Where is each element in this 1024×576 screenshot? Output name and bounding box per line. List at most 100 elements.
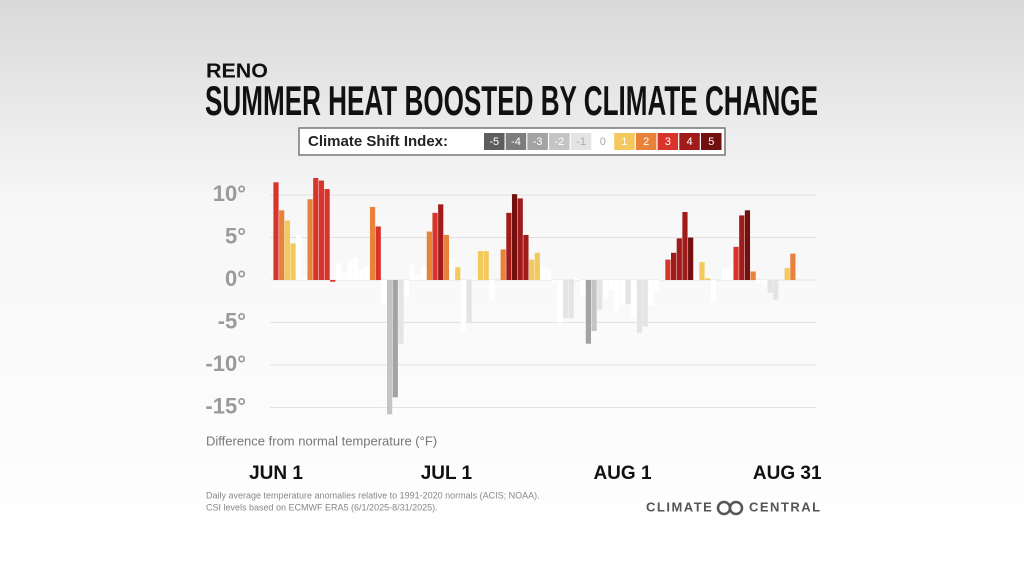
bar bbox=[426, 231, 432, 280]
legend-swatch bbox=[484, 133, 505, 150]
bar bbox=[602, 280, 609, 299]
legend-swatch bbox=[701, 133, 722, 150]
bar bbox=[557, 280, 563, 323]
y-axis-label: Difference from normal temperature (°F) bbox=[206, 433, 437, 448]
bar bbox=[710, 280, 716, 302]
bar bbox=[722, 268, 728, 280]
chart-title: SUMMER HEAT BOOSTED BY CLIMATE CHANGE bbox=[205, 77, 818, 124]
y-tick-label: -10° bbox=[205, 351, 246, 376]
bar bbox=[421, 266, 427, 280]
bar bbox=[540, 265, 546, 280]
bar bbox=[727, 267, 733, 280]
bar bbox=[273, 182, 279, 280]
bar bbox=[375, 226, 381, 280]
x-tick-label: AUG 31 bbox=[753, 463, 822, 484]
legend-label: -5 bbox=[489, 136, 499, 148]
x-tick-label: JUL 1 bbox=[421, 463, 473, 484]
bar bbox=[642, 280, 648, 327]
legend-label: 5 bbox=[708, 136, 714, 148]
bar bbox=[335, 263, 342, 280]
x-tick-label: AUG 1 bbox=[593, 463, 652, 484]
legend-label: -1 bbox=[576, 136, 586, 148]
bar bbox=[614, 280, 620, 313]
subtitle: RENO bbox=[206, 60, 268, 82]
bar bbox=[369, 206, 376, 280]
bar bbox=[773, 280, 779, 300]
x-tick-label: JUN 1 bbox=[249, 463, 303, 484]
bar bbox=[733, 246, 739, 280]
bar bbox=[761, 280, 768, 286]
bar bbox=[313, 178, 319, 280]
bar bbox=[608, 280, 614, 291]
bar bbox=[517, 198, 523, 280]
legend-title: Climate Shift Index: bbox=[308, 133, 448, 150]
legend-swatch bbox=[614, 133, 635, 150]
y-tick-label: -5° bbox=[218, 308, 246, 333]
bar bbox=[529, 259, 535, 280]
legend-swatch bbox=[592, 133, 613, 150]
bar bbox=[432, 212, 438, 280]
note: Daily average temperature anomalies rela… bbox=[206, 490, 540, 500]
legend-swatch bbox=[505, 133, 527, 150]
legend-label: -4 bbox=[511, 136, 521, 148]
legend-swatch bbox=[679, 133, 700, 150]
legend-swatch bbox=[527, 133, 548, 150]
bar bbox=[659, 278, 665, 280]
bar bbox=[671, 252, 677, 280]
bar bbox=[619, 280, 626, 306]
bar bbox=[415, 274, 421, 280]
y-tick-label: 0° bbox=[225, 266, 246, 291]
bar bbox=[330, 280, 336, 282]
bar bbox=[676, 238, 682, 280]
bar bbox=[653, 280, 660, 292]
bar bbox=[767, 280, 773, 293]
bar bbox=[682, 212, 688, 280]
bar bbox=[580, 280, 586, 297]
legend-label: 3 bbox=[665, 136, 671, 148]
bar bbox=[364, 266, 370, 280]
legend-label: -2 bbox=[554, 136, 564, 148]
bar bbox=[449, 258, 455, 280]
bar bbox=[483, 251, 489, 280]
bar bbox=[699, 262, 705, 280]
bar bbox=[597, 280, 603, 310]
bar bbox=[574, 278, 580, 280]
bar bbox=[585, 280, 591, 344]
bar bbox=[347, 260, 353, 280]
bar bbox=[756, 280, 762, 284]
bar bbox=[392, 280, 398, 398]
legend-swatch bbox=[549, 133, 570, 150]
bar bbox=[688, 237, 694, 280]
bar bbox=[290, 243, 296, 280]
logo-text: CLIMATE bbox=[646, 499, 713, 514]
bar bbox=[693, 278, 699, 280]
bar bbox=[307, 199, 313, 280]
bar bbox=[279, 210, 285, 280]
bar bbox=[477, 251, 484, 280]
bar bbox=[744, 210, 751, 280]
bar bbox=[784, 268, 790, 280]
bar bbox=[489, 280, 495, 302]
bar bbox=[523, 234, 529, 280]
bar bbox=[568, 280, 574, 319]
bar bbox=[625, 280, 631, 304]
legend-swatch bbox=[657, 133, 679, 150]
bar bbox=[534, 252, 540, 280]
bar bbox=[443, 234, 449, 280]
bar bbox=[318, 180, 325, 280]
bar bbox=[398, 280, 404, 344]
bar bbox=[284, 220, 290, 280]
bar bbox=[352, 257, 359, 280]
bar bbox=[551, 280, 557, 282]
legend-swatch bbox=[570, 133, 592, 150]
y-tick-label: 10° bbox=[213, 181, 246, 206]
bar bbox=[460, 280, 467, 331]
bar bbox=[636, 280, 643, 333]
bar bbox=[705, 278, 711, 280]
bar bbox=[341, 273, 347, 280]
bar bbox=[790, 253, 796, 280]
bar bbox=[296, 234, 302, 280]
bar bbox=[324, 189, 330, 280]
